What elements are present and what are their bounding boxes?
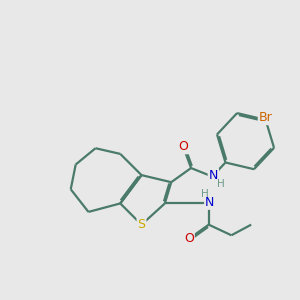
Text: O: O: [184, 232, 194, 245]
Text: N: N: [205, 196, 214, 209]
Text: Br: Br: [259, 111, 272, 124]
Text: H: H: [201, 189, 208, 199]
Text: O: O: [178, 140, 188, 153]
Text: S: S: [137, 218, 146, 231]
Text: N: N: [208, 169, 218, 182]
Text: H: H: [217, 179, 225, 189]
